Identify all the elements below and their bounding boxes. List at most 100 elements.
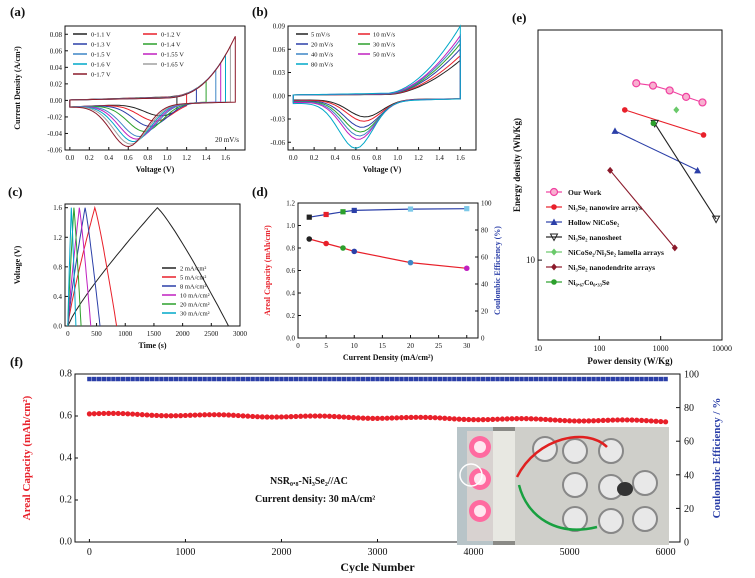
capacity-point — [576, 418, 582, 424]
capacity-point — [221, 412, 227, 418]
y-tick-label: 1.2 — [286, 200, 295, 208]
capacity-point — [182, 412, 189, 419]
x-tick-label: 30 — [463, 342, 471, 350]
efficiency-point — [125, 376, 131, 382]
efficiency-point — [610, 376, 615, 382]
efficiency-point — [351, 207, 357, 214]
capacity-point — [470, 417, 477, 423]
efficiency-point — [284, 376, 289, 382]
efficiency-point — [240, 376, 246, 382]
efficiency-point — [514, 376, 519, 382]
capacity-point — [586, 418, 592, 424]
efficiency-point — [298, 376, 303, 382]
capacity-point — [557, 417, 563, 423]
capacity-point — [518, 415, 525, 422]
legend-entry: Hollow NiCoSe₂ — [568, 218, 620, 227]
capacity-point — [595, 417, 601, 424]
capacity-point — [106, 410, 112, 416]
x-tick-label: 1000 — [653, 344, 669, 353]
capacity-point — [634, 417, 640, 423]
capacity-point — [163, 413, 169, 419]
efficiency-point — [629, 376, 635, 382]
cv-loop-8 — [69, 36, 236, 148]
capacity-point — [173, 413, 179, 419]
legend-marker — [551, 263, 557, 271]
y-tick-label: 0.4 — [286, 290, 295, 298]
capacity-point — [240, 413, 246, 419]
efficiency-point — [418, 376, 423, 382]
capacity-point — [624, 417, 630, 423]
efficiency-point — [648, 376, 654, 382]
capacity-point — [341, 414, 347, 420]
plot-frame — [64, 25, 246, 151]
capacity-point — [360, 415, 366, 421]
capacity-point — [211, 412, 217, 418]
legend-entry: 0-1.7 V — [91, 72, 111, 79]
capacity-point — [250, 413, 256, 420]
capacity-point — [403, 414, 409, 421]
efficiency-point — [221, 376, 227, 382]
plot-frame — [297, 202, 479, 339]
x-tick-label: 5 — [324, 342, 328, 350]
gcd-curve-5 — [67, 207, 77, 327]
efficiency-point — [591, 376, 596, 382]
legend-entry: 0-1.5 V — [91, 52, 111, 59]
capacity-point — [197, 412, 203, 418]
efficiency-point — [226, 376, 231, 382]
capacity-point — [302, 413, 309, 419]
efficiency-point — [120, 376, 126, 382]
efficiency-point — [308, 376, 313, 382]
y-tick-label: 1.2 — [53, 234, 62, 242]
x-tick-label: 15 — [379, 342, 387, 350]
capacity-point — [581, 418, 587, 424]
capacity-point — [278, 414, 285, 420]
ragone-line-1 — [624, 109, 704, 136]
legend-entry: 5 mA/cm² — [180, 275, 206, 282]
ragone-point — [665, 86, 674, 95]
gcd-curve-1 — [67, 205, 118, 327]
efficiency-point — [375, 376, 380, 382]
efficiency-point — [600, 376, 606, 382]
efficiency-point — [370, 376, 375, 382]
capacity-point — [96, 410, 102, 417]
capacity-point — [110, 410, 117, 416]
capacity-point — [542, 416, 549, 423]
y-tick-label: -0.04 — [47, 130, 62, 138]
efficiency-point — [437, 376, 443, 382]
legend-entry: 30 mA/cm² — [180, 311, 210, 318]
y-tick-label: 0.02 — [50, 80, 63, 88]
capacity-point — [638, 417, 645, 423]
capacity-point — [125, 411, 131, 417]
plot-frame — [64, 203, 241, 327]
capacity-point — [187, 412, 193, 418]
capacity-point — [389, 415, 395, 421]
legend-entry: 0-1.55 V — [161, 52, 184, 59]
y-tick-label: -0.06 — [270, 139, 285, 147]
legend-entry: 0-1.65 V — [161, 62, 184, 69]
capacity-point — [115, 410, 121, 417]
panel-label-d: (d) — [252, 184, 268, 199]
panel-label-a: (a) — [10, 4, 25, 19]
y-tick-label: 0.2 — [286, 312, 295, 320]
capacity-point — [427, 414, 433, 421]
capacity-point — [562, 417, 568, 424]
efficiency-point — [428, 376, 433, 382]
capacity-point — [504, 416, 510, 422]
x-tick-label: 10000 — [712, 344, 732, 353]
capacity-point — [475, 417, 481, 423]
y-tick-label: 0.08 — [50, 31, 63, 39]
capacity-point — [323, 240, 329, 247]
capacity-point — [463, 265, 470, 272]
legend-entry: 30 mV/s — [373, 42, 396, 49]
x-tick-label: 4000 — [464, 547, 484, 558]
efficiency-point — [509, 376, 515, 382]
efficiency-point — [653, 376, 659, 382]
capacity-point — [312, 413, 318, 419]
capacity-point — [384, 415, 390, 421]
efficiency-point — [183, 376, 188, 382]
efficiency-point — [413, 376, 419, 382]
capacity-point — [168, 413, 174, 419]
efficiency-point — [356, 376, 361, 382]
y-tick-label: 0.6 — [286, 267, 295, 275]
efficiency-point — [154, 376, 159, 382]
